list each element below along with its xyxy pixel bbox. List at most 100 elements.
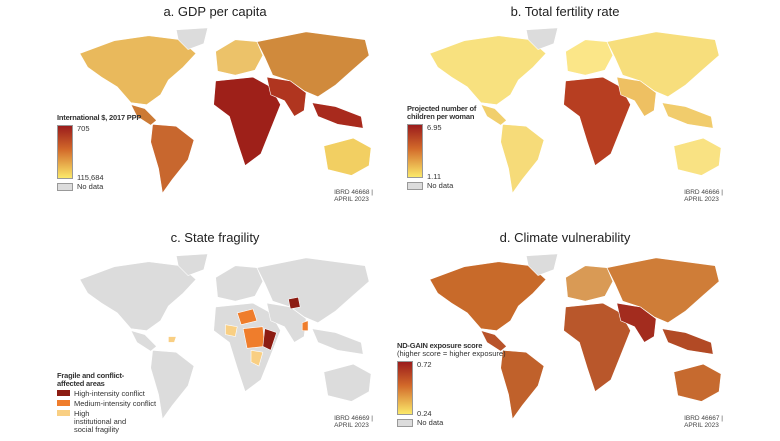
- legend-title: International $, 2017 PPP: [57, 113, 142, 122]
- panel-gdp-per-capita: a. GDP per capita International $, 2017 …: [45, 0, 385, 215]
- credit-id: IBRD 46666 |: [684, 189, 723, 196]
- scale-min: 115,684: [77, 173, 104, 182]
- credit-id: IBRD 46667 |: [684, 415, 723, 422]
- legend-title: ND-GAIN exposure score: [397, 341, 483, 350]
- region-south-america: [150, 349, 195, 420]
- panel-fertility-rate: b. Total fertility rate Projected number…: [395, 0, 735, 215]
- region-greenland: [175, 27, 209, 50]
- panel-climate-vulnerability: d. Climate vulnerability ND-GAIN exposur…: [395, 226, 735, 441]
- color-scale: [407, 124, 423, 178]
- swatch: [57, 400, 70, 406]
- map-credit: IBRD 46666 | APRIL 2023: [684, 189, 723, 203]
- legend-label: High institutional and social fragility: [74, 409, 127, 434]
- fragile-area: [168, 336, 177, 343]
- region-central-america: [130, 104, 158, 126]
- fragile-area: [250, 349, 264, 367]
- fragile-area: [236, 308, 258, 326]
- panel-title: d. Climate vulnerability: [499, 230, 631, 245]
- fragile-area: [301, 320, 309, 331]
- no-data-swatch: [407, 182, 423, 190]
- region-asia: [606, 257, 720, 324]
- credit-date: APRIL 2023: [684, 196, 719, 203]
- legend: Projected number of children per woman 6…: [407, 105, 487, 190]
- panel-state-fragility: c. State fragility Fragile and conflict-…: [45, 226, 385, 441]
- swatch: [57, 410, 70, 416]
- legend-item-high-intensity: High-intensity conflict: [57, 390, 156, 398]
- region-greenland: [525, 27, 559, 50]
- world-map: [79, 253, 372, 420]
- region-south-america: [500, 123, 545, 194]
- region-south-america: [150, 123, 195, 194]
- fragile-area: [225, 324, 238, 337]
- scale-max: 705: [77, 124, 90, 133]
- region-north-america: [429, 261, 547, 331]
- color-scale: [397, 361, 413, 415]
- region-asia: [606, 31, 720, 98]
- region-australia: [323, 363, 372, 402]
- region-australia: [673, 137, 722, 176]
- panel-title: b. Total fertility rate: [510, 4, 620, 19]
- region-europe: [215, 265, 264, 302]
- legend-title: Projected number of children per woman: [407, 104, 477, 121]
- region-europe: [565, 265, 614, 302]
- region-central-america: [130, 330, 158, 352]
- credit-id: IBRD 46669 |: [334, 415, 373, 422]
- no-data-label: No data: [77, 182, 104, 191]
- region-europe: [565, 39, 614, 76]
- color-scale: [57, 125, 73, 179]
- swatch: [57, 390, 70, 396]
- region-africa: [563, 76, 631, 167]
- legend-subtitle: (higher score = higher exposure): [397, 349, 506, 358]
- no-data-swatch: [57, 183, 73, 191]
- scale-min: 1.11: [427, 172, 442, 181]
- map-credit: IBRD 46668 | APRIL 2023: [334, 189, 373, 203]
- legend-title: Fragile and conflict-affected areas: [57, 371, 125, 388]
- region-southeast-asia: [311, 328, 364, 355]
- fragile-area: [262, 328, 277, 351]
- credit-date: APRIL 2023: [334, 196, 369, 203]
- no-data-label: No data: [427, 181, 454, 190]
- region-middle-east-india: [616, 76, 657, 117]
- no-data-label: No data: [417, 418, 444, 427]
- region-greenland: [525, 253, 559, 276]
- region-middle-east-india: [616, 302, 657, 343]
- panel-title: c. State fragility: [170, 230, 260, 245]
- region-middle-east-india: [266, 76, 307, 117]
- region-southeast-asia: [661, 328, 714, 355]
- region-asia: [256, 257, 370, 324]
- region-africa: [213, 76, 281, 167]
- legend: International $, 2017 PPP 705 115,684 No…: [57, 114, 141, 191]
- legend-item-fragility: High institutional and social fragility: [57, 410, 156, 434]
- region-greenland: [175, 253, 209, 276]
- credit-date: APRIL 2023: [334, 422, 369, 429]
- fragile-area: [242, 326, 266, 349]
- region-central-america: [480, 330, 508, 352]
- map-credit: IBRD 46669 | APRIL 2023: [334, 415, 373, 429]
- legend: ND-GAIN exposure score (higher score = h…: [397, 342, 506, 427]
- legend-label: High-intensity conflict: [74, 389, 145, 398]
- region-southeast-asia: [661, 102, 714, 129]
- region-south-america: [500, 349, 545, 420]
- region-north-america: [429, 35, 547, 105]
- region-europe: [215, 39, 264, 76]
- region-central-america: [480, 104, 508, 126]
- map-credit: IBRD 46667 | APRIL 2023: [684, 415, 723, 429]
- scale-min: 0.24: [417, 409, 432, 418]
- region-southeast-asia: [311, 102, 364, 129]
- legend-label: Medium-intensity conflict: [74, 399, 157, 408]
- region-middle-east-india: [266, 302, 307, 343]
- legend: Fragile and conflict-affected areas High…: [57, 372, 156, 434]
- region-africa: [563, 302, 631, 393]
- credit-id: IBRD 46668 |: [334, 189, 373, 196]
- region-australia: [673, 363, 722, 402]
- world-map: [429, 27, 722, 194]
- region-north-america: [79, 35, 197, 105]
- credit-date: APRIL 2023: [684, 422, 719, 429]
- world-map: [79, 27, 372, 194]
- world-map: [429, 253, 722, 420]
- region-north-america: [79, 261, 197, 331]
- scale-max: 0.72: [417, 360, 432, 369]
- no-data-swatch: [397, 419, 413, 427]
- legend-item-medium-intensity: Medium-intensity conflict: [57, 400, 156, 408]
- region-australia: [323, 137, 372, 176]
